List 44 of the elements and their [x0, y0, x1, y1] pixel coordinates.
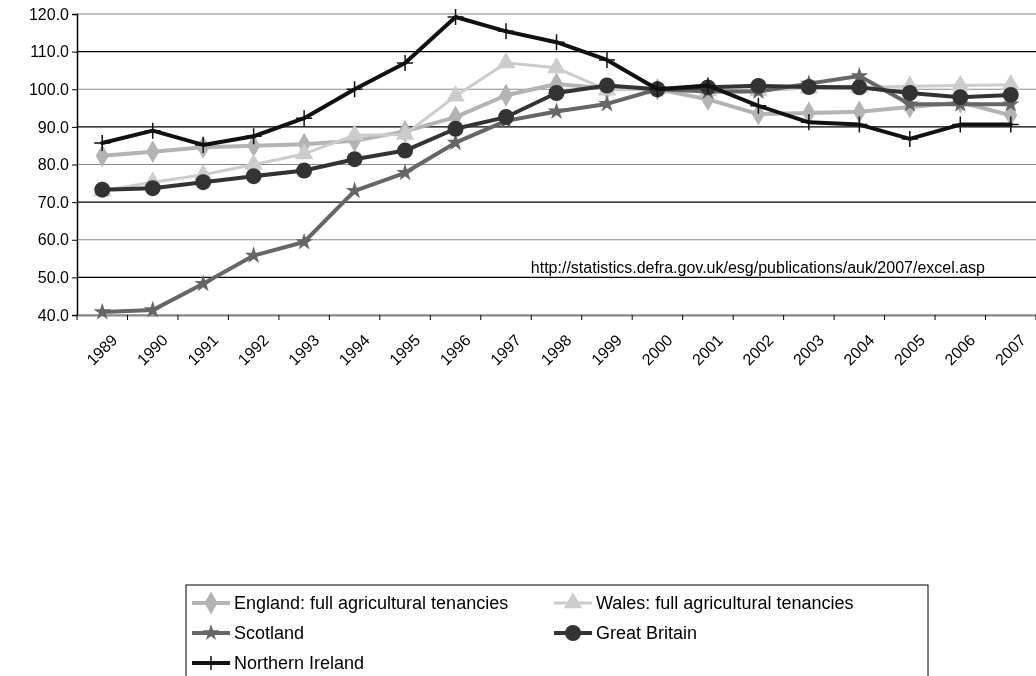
y-tick-label: 120.0 — [28, 5, 70, 23]
point — [93, 134, 111, 152]
y-tick-label: 110.0 — [30, 43, 70, 61]
point — [295, 232, 313, 250]
point — [447, 120, 464, 137]
annotation: http://statistics.defra.gov.uk/esg/publications/auk/2007/excel.asp — [530, 259, 986, 276]
point — [295, 109, 313, 127]
point — [245, 168, 262, 185]
point — [397, 142, 414, 159]
point — [497, 22, 515, 41]
point — [143, 300, 162, 318]
point — [952, 89, 969, 106]
point — [749, 97, 768, 115]
y-tick-label: 60.0 — [37, 231, 70, 249]
point — [346, 151, 363, 168]
point — [547, 33, 566, 51]
legend-label: England: full agricultural tenancies — [234, 593, 509, 613]
point — [901, 85, 918, 101]
y-tick-label: 70.0 — [37, 193, 70, 211]
point — [547, 102, 566, 119]
point — [93, 302, 112, 320]
point — [244, 127, 263, 146]
point — [446, 8, 465, 26]
legend-label: Great Britain — [596, 623, 698, 643]
y-tick-label: 80.0 — [37, 156, 70, 174]
point — [396, 54, 414, 72]
point — [296, 162, 313, 179]
point — [144, 180, 161, 197]
point — [396, 163, 414, 181]
point — [901, 130, 919, 148]
y-tick-label: 40.0 — [37, 306, 70, 324]
point — [1002, 86, 1019, 103]
legend-label: Wales: full agricultural tenancies — [596, 593, 854, 613]
legend-label: Northern Ireland — [234, 653, 365, 673]
y-tick-label: 90.0 — [37, 118, 70, 136]
legend-label: Scotland — [234, 623, 305, 643]
point — [194, 274, 212, 292]
point — [345, 80, 364, 98]
point — [548, 85, 565, 101]
y-tick-label: 100.0 — [28, 80, 70, 98]
point — [598, 51, 616, 69]
point — [195, 174, 212, 191]
y-tick-label: 50.0 — [37, 268, 70, 286]
point — [143, 121, 162, 140]
